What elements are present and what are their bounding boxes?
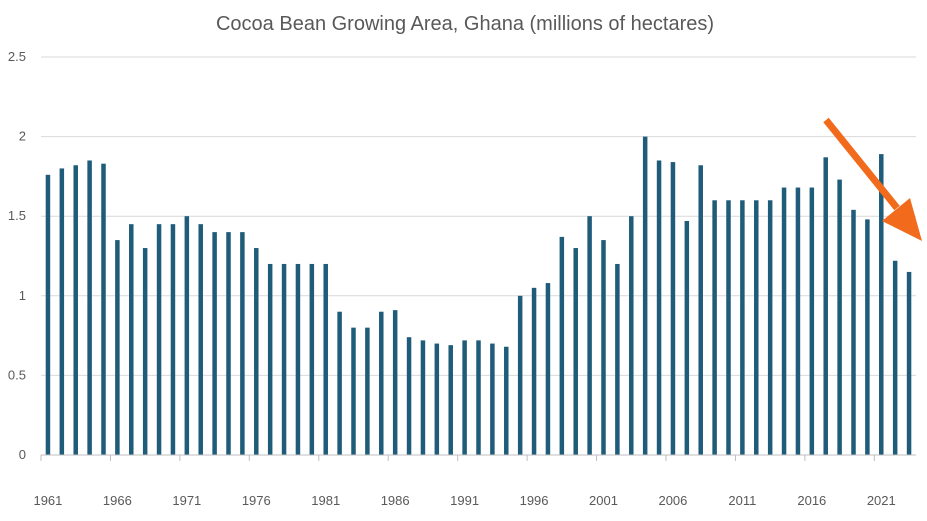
bar-1993 (490, 343, 495, 455)
bar-1988 (420, 340, 426, 455)
bar-1975 (240, 232, 245, 455)
bars (45, 136, 912, 456)
bar-2003 (629, 216, 634, 455)
bar-1978 (281, 263, 287, 455)
bar-2016 (809, 187, 815, 455)
bar-1961 (45, 174, 51, 456)
bar-1971 (184, 216, 190, 455)
trend-arrow (823, 117, 922, 241)
bar-2002 (615, 263, 620, 455)
bar-1980 (309, 263, 315, 455)
bar-2011 (740, 200, 745, 455)
bar-1968 (142, 248, 148, 455)
bar-1982 (337, 311, 342, 455)
bar-1984 (365, 327, 370, 455)
x-tick-label: 2016 (797, 493, 826, 508)
bar-1991 (462, 340, 467, 455)
x-tick-label: 1966 (103, 493, 132, 508)
bar-1966 (115, 240, 120, 455)
y-tick-label: 0 (19, 447, 26, 462)
arrow-head (882, 198, 922, 241)
bar-2007 (684, 220, 690, 455)
bar-1964 (87, 160, 92, 456)
bar-1985 (379, 311, 384, 455)
bar-1995 (517, 295, 523, 455)
x-tick-label: 2021 (867, 493, 896, 508)
x-tick-label: 2001 (589, 493, 618, 508)
bar-1977 (267, 263, 273, 455)
bar-1972 (198, 224, 203, 455)
x-tick-label: 1961 (33, 493, 62, 508)
bar-1967 (129, 224, 134, 455)
x-tick-label: 1991 (450, 493, 479, 508)
bar-1981 (323, 263, 328, 455)
x-tick-label: 2011 (728, 493, 756, 508)
x-axis: 1961 1966 1971 1976 1981 1986 1991 1996 2001 2006… (33, 454, 916, 508)
bar-2019 (851, 209, 856, 455)
y-tick-label: 1.5 (8, 208, 26, 223)
bar-2020 (865, 219, 870, 455)
bar-2014 (781, 187, 787, 455)
bar-1987 (406, 337, 412, 455)
bar-2010 (726, 200, 731, 455)
bar-2017 (823, 157, 828, 455)
y-axis-ticks: 0 0.5 1 1.5 2 2.5 (8, 49, 26, 462)
bar-1973 (212, 232, 217, 455)
bar-2018 (837, 179, 842, 456)
bar-1979 (295, 263, 301, 455)
bar-2005 (656, 160, 662, 456)
bar-2008 (698, 165, 703, 456)
x-tick-label: 1986 (381, 493, 410, 508)
bar-1986 (392, 310, 398, 455)
x-tick-label: 2006 (658, 493, 687, 508)
arrow-shaft (823, 117, 900, 211)
bar-1983 (351, 327, 356, 455)
bar-2001 (601, 240, 606, 455)
bar-1963 (73, 165, 78, 456)
y-tick-label: 0.5 (8, 367, 26, 382)
bar-1969 (156, 224, 162, 455)
bar-1992 (476, 340, 481, 455)
bar-2006 (670, 162, 676, 455)
bar-1970 (170, 224, 176, 455)
bar-1974 (226, 232, 231, 455)
chart-title: Cocoa Bean Growing Area, Ghana (millions… (216, 13, 714, 35)
bar-1965 (101, 163, 106, 455)
bar-1998 (559, 236, 565, 455)
bar-1976 (254, 248, 259, 455)
bar-1989 (434, 343, 440, 455)
bar-2000 (587, 216, 592, 455)
bar-1990 (448, 345, 453, 455)
bar-2012 (754, 200, 759, 455)
bar-2004 (642, 136, 648, 455)
y-tick-label: 1 (19, 288, 26, 303)
bar-2023 (906, 271, 912, 455)
x-tick-label: 1996 (520, 493, 549, 508)
bar-2009 (712, 200, 717, 455)
bar-1996 (531, 287, 537, 455)
y-tick-label: 2 (19, 129, 26, 144)
bar-2013 (767, 200, 773, 455)
bar-2015 (795, 187, 801, 455)
x-tick-label: 1976 (242, 493, 271, 508)
x-tick-label: 1971 (172, 493, 201, 508)
bar-2021 (879, 154, 884, 455)
bar-1999 (573, 248, 578, 455)
x-tick-label: 1981 (311, 493, 340, 508)
bar-2022 (892, 260, 898, 455)
bar-1962 (59, 168, 65, 455)
bar-1994 (504, 346, 509, 455)
y-tick-label: 2.5 (8, 49, 26, 64)
bar-1997 (545, 283, 551, 455)
